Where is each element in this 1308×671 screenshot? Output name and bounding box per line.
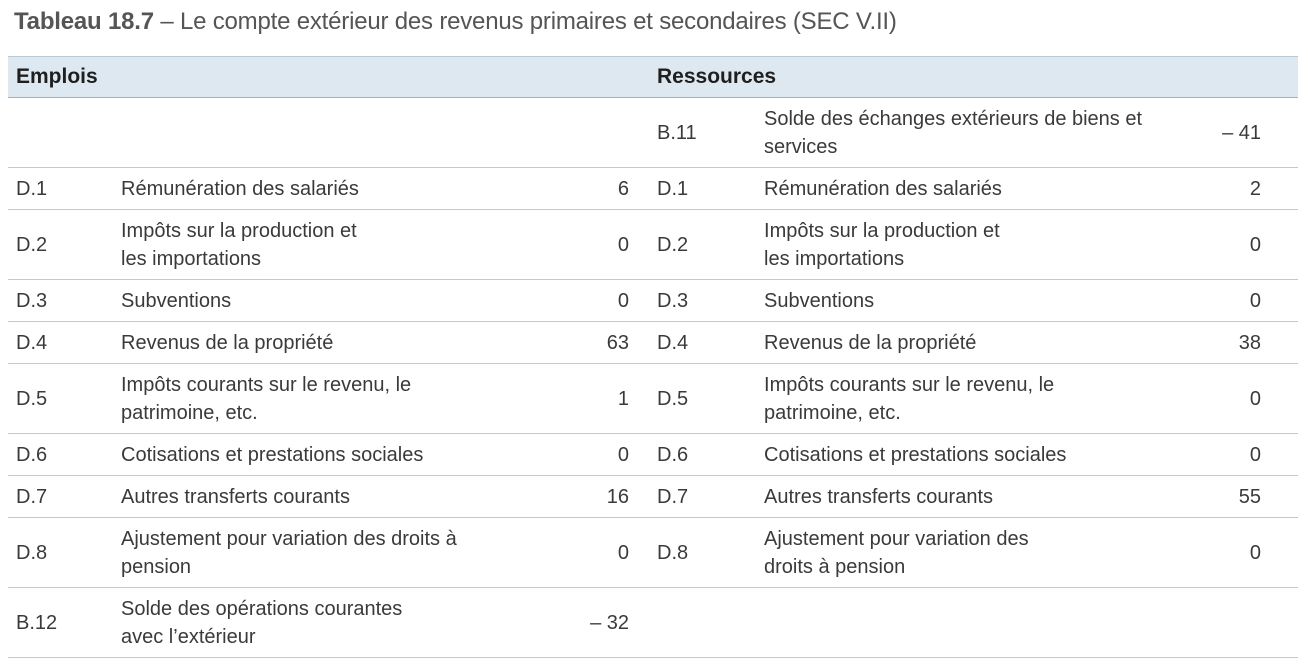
- use-value: 0: [531, 209, 652, 280]
- resource-label: Subventions: [764, 289, 875, 312]
- use-value: 6: [531, 167, 652, 210]
- table-number: Tableau 18.7: [14, 8, 154, 35]
- table-caption: Tableau 18.7 – Le compte extérieur des r…: [14, 8, 897, 36]
- account-table: Emplois Ressources B.11 Solde des échang…: [8, 56, 1299, 658]
- use-code: D.7: [8, 475, 121, 518]
- use-value: [531, 97, 652, 168]
- resource-code: D.6: [651, 433, 765, 476]
- use-value: 0: [531, 433, 652, 476]
- use-label: Solde des opérations courantes avec l’ex…: [121, 597, 403, 648]
- resource-value: – 41: [1174, 97, 1299, 168]
- use-value: 0: [531, 279, 652, 322]
- table-row: D.5 Impôts courants sur le revenu, le pa…: [8, 363, 1299, 434]
- table-header-row: Emplois Ressources: [8, 56, 1299, 98]
- header-resources: Ressources: [651, 56, 1299, 98]
- use-value: – 32: [531, 587, 652, 658]
- table-row: D.7 Autres transferts courants 16 D.7 Au…: [8, 475, 1299, 518]
- use-code: D.1: [8, 167, 121, 210]
- use-code: B.12: [8, 587, 121, 658]
- use-value: 16: [531, 475, 652, 518]
- header-uses: Emplois: [8, 56, 652, 98]
- resource-value: 2: [1174, 167, 1299, 210]
- resource-value: 38: [1174, 321, 1299, 364]
- table-row: D.3 Subventions 0 D.3 Subventions 0: [8, 279, 1299, 322]
- resource-code: D.4: [651, 321, 765, 364]
- use-label: Rémunération des salariés: [121, 177, 359, 200]
- table-title: – Le compte extérieur des revenus primai…: [153, 8, 897, 35]
- resource-label: Cotisations et prestations sociales: [764, 443, 1067, 466]
- resource-value: 0: [1174, 209, 1299, 280]
- resource-value: 55: [1174, 475, 1299, 518]
- use-code: D.5: [8, 363, 121, 434]
- use-code: D.6: [8, 433, 121, 476]
- resource-code: D.7: [651, 475, 765, 518]
- resource-code: D.3: [651, 279, 765, 322]
- resource-label: Revenus de la propriété: [764, 331, 977, 354]
- resource-label: Rémunération des salariés: [764, 177, 1002, 200]
- resource-label: Solde des échanges extérieurs de biens e…: [764, 107, 1143, 158]
- resource-value: [1174, 587, 1299, 658]
- resource-label: Autres transferts courants: [764, 485, 993, 508]
- use-label: Cotisations et prestations sociales: [121, 443, 424, 466]
- table-row: B.12 Solde des opérations courantes avec…: [8, 587, 1299, 658]
- resource-value: 0: [1174, 363, 1299, 434]
- use-label: Subventions: [121, 289, 232, 312]
- table-row: B.11 Solde des échanges extérieurs de bi…: [8, 97, 1299, 168]
- resource-code: [651, 587, 765, 658]
- use-code: D.3: [8, 279, 121, 322]
- use-label: Impôts courants sur le revenu, le patrim…: [121, 373, 412, 424]
- use-code: D.2: [8, 209, 121, 280]
- use-code: D.4: [8, 321, 121, 364]
- use-code: [8, 97, 121, 168]
- table-row: D.1 Rémunération des salariés 6 D.1 Rému…: [8, 167, 1299, 210]
- resource-label: Impôts courants sur le revenu, le patrim…: [764, 373, 1055, 424]
- resource-label: Ajustement pour variation des droits à p…: [764, 527, 1029, 578]
- table-row: D.6 Cotisations et prestations sociales …: [8, 433, 1299, 476]
- resource-code: B.11: [651, 97, 765, 168]
- resource-value: 0: [1174, 517, 1299, 588]
- use-value: 0: [531, 517, 652, 588]
- resource-code: D.2: [651, 209, 765, 280]
- table-row: D.2 Impôts sur la production et les impo…: [8, 209, 1299, 280]
- resource-code: D.5: [651, 363, 765, 434]
- resource-code: D.8: [651, 517, 765, 588]
- table-row: D.4 Revenus de la propriété 63 D.4 Reven…: [8, 321, 1299, 364]
- use-value: 63: [531, 321, 652, 364]
- resource-value: 0: [1174, 279, 1299, 322]
- use-value: 1: [531, 363, 652, 434]
- resource-value: 0: [1174, 433, 1299, 476]
- use-code: D.8: [8, 517, 121, 588]
- table-row: D.8 Ajustement pour variation des droits…: [8, 517, 1299, 588]
- use-label: Autres transferts courants: [121, 485, 350, 508]
- use-label: Revenus de la propriété: [121, 331, 334, 354]
- resource-label: Impôts sur la production et les importat…: [764, 219, 1000, 270]
- use-label: Ajustement pour variation des droits à p…: [121, 527, 457, 578]
- resource-code: D.1: [651, 167, 765, 210]
- use-label: Impôts sur la production et les importat…: [121, 219, 357, 270]
